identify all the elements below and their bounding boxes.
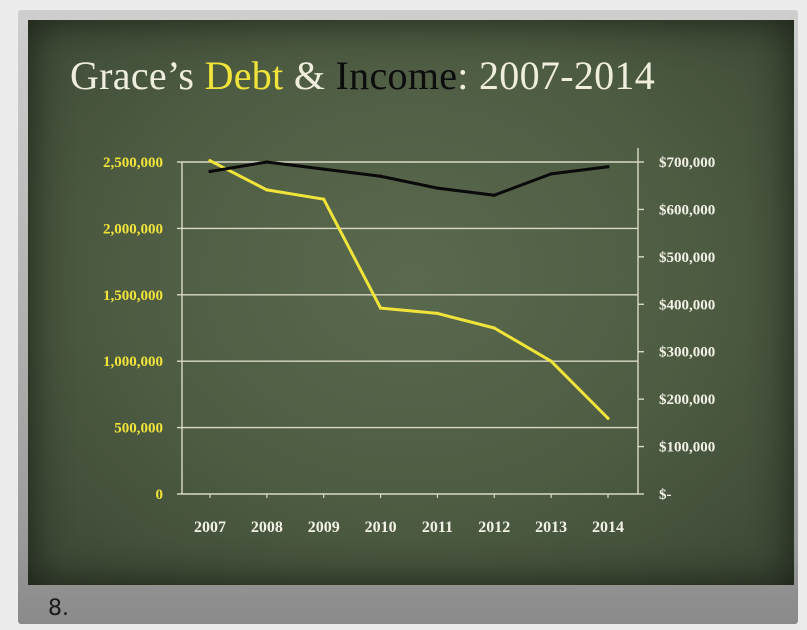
series-line-debt [208,159,610,420]
x-tick-label: 2010 [365,519,397,536]
slide-number: 8. [48,596,69,621]
left-tick-label: 1,000,000 [103,354,163,370]
x-tick-label: 2011 [422,519,453,536]
right-tick-label: $500,000 [659,250,715,266]
data-point-income [435,186,440,190]
data-point-income [606,165,610,169]
x-tick-label: 2009 [308,519,340,536]
x-tick-label: 2014 [592,519,624,536]
right-tick-label: $600,000 [659,202,715,218]
gridlines [182,161,638,429]
data-point-income [378,174,383,178]
slide [28,20,794,585]
title-part1: Grace’s [70,53,205,98]
data-point-income [208,169,212,174]
left-axis-tick-labels: 0 500,000 1,000,000 1,500,000 2,000,000 2,500… [103,155,163,503]
data-point-debt [265,188,269,192]
title-part2: : 2007-2014 [457,53,656,98]
data-point-debt [492,326,496,330]
data-point-debt [435,311,440,315]
x-tick-label: 2008 [251,519,283,536]
data-point-income [265,160,269,164]
series-lines [208,159,610,420]
right-tick-label: $100,000 [659,440,715,456]
slide-title: Grace’s Debt & Income: 2007-2014 [70,52,655,99]
data-point-income [322,167,326,171]
x-tick-label: 2013 [535,519,567,536]
right-tick-label: $300,000 [659,345,715,361]
title-income-word: Income [335,53,458,98]
data-point-debt [549,359,553,363]
x-tick-label: 2012 [478,519,510,536]
x-tick-label: 2007 [194,519,226,536]
data-point-income [549,172,553,176]
data-point-debt [322,197,326,201]
series-line-income [208,160,610,197]
left-tick-label: 2,000,000 [103,221,163,237]
right-tick-label: $700,000 [659,155,715,171]
right-axis-tick-labels: $- $100,000 $200,000 $300,000 $400,000 $500,0… [659,155,715,503]
data-point-debt [208,159,212,163]
x-axis-tick-labels: 2007 2008 2009 2010 2011 2012 2013 2014 [194,519,624,536]
right-tick-label: $400,000 [659,297,715,313]
data-point-debt [606,416,610,420]
axes [177,148,644,498]
left-tick-label: 500,000 [114,421,163,437]
left-tick-label: 2,500,000 [103,155,163,171]
title-debt-word: Debt [204,53,284,98]
data-point-income [492,193,496,197]
title-ampersand: & [283,53,336,98]
left-tick-label: 1,500,000 [103,288,163,304]
right-tick-label: $- [659,487,672,503]
left-tick-label: 0 [156,487,164,503]
data-point-debt [378,306,383,310]
right-tick-label: $200,000 [659,392,715,408]
